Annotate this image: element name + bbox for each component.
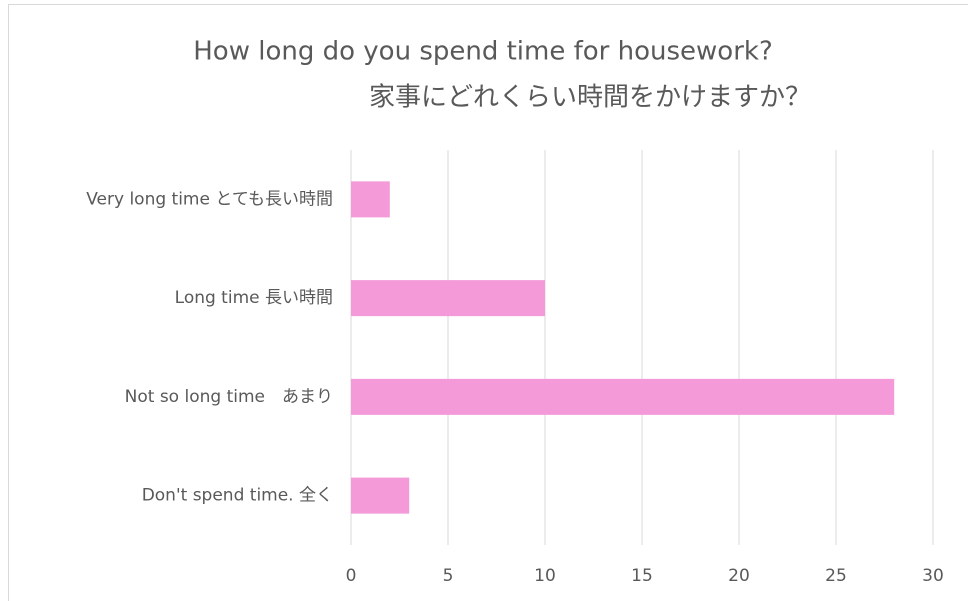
bar: [351, 181, 390, 218]
y-tick-label: Not so long time あまり: [125, 387, 333, 407]
chart-title: How long do you spend time for housework…: [193, 37, 773, 67]
y-tick-label: Long time 長い時間: [175, 288, 333, 308]
x-tick-label: 25: [825, 566, 847, 586]
x-tick-label: 0: [346, 566, 357, 586]
x-tick-label: 10: [534, 566, 556, 586]
y-tick-label: Don't spend time. 全く: [142, 486, 333, 506]
x-tick-label: 15: [631, 566, 653, 586]
y-tick-label: Very long time とても長い時間: [86, 189, 333, 209]
x-tick-label: 20: [728, 566, 750, 586]
bar: [351, 280, 545, 317]
chart-title: 家事にどれくらい時間をかけますか？: [369, 83, 811, 113]
bar: [351, 477, 410, 514]
x-tick-label: 30: [922, 566, 944, 586]
bar: [351, 378, 895, 415]
x-tick-label: 5: [443, 566, 454, 586]
